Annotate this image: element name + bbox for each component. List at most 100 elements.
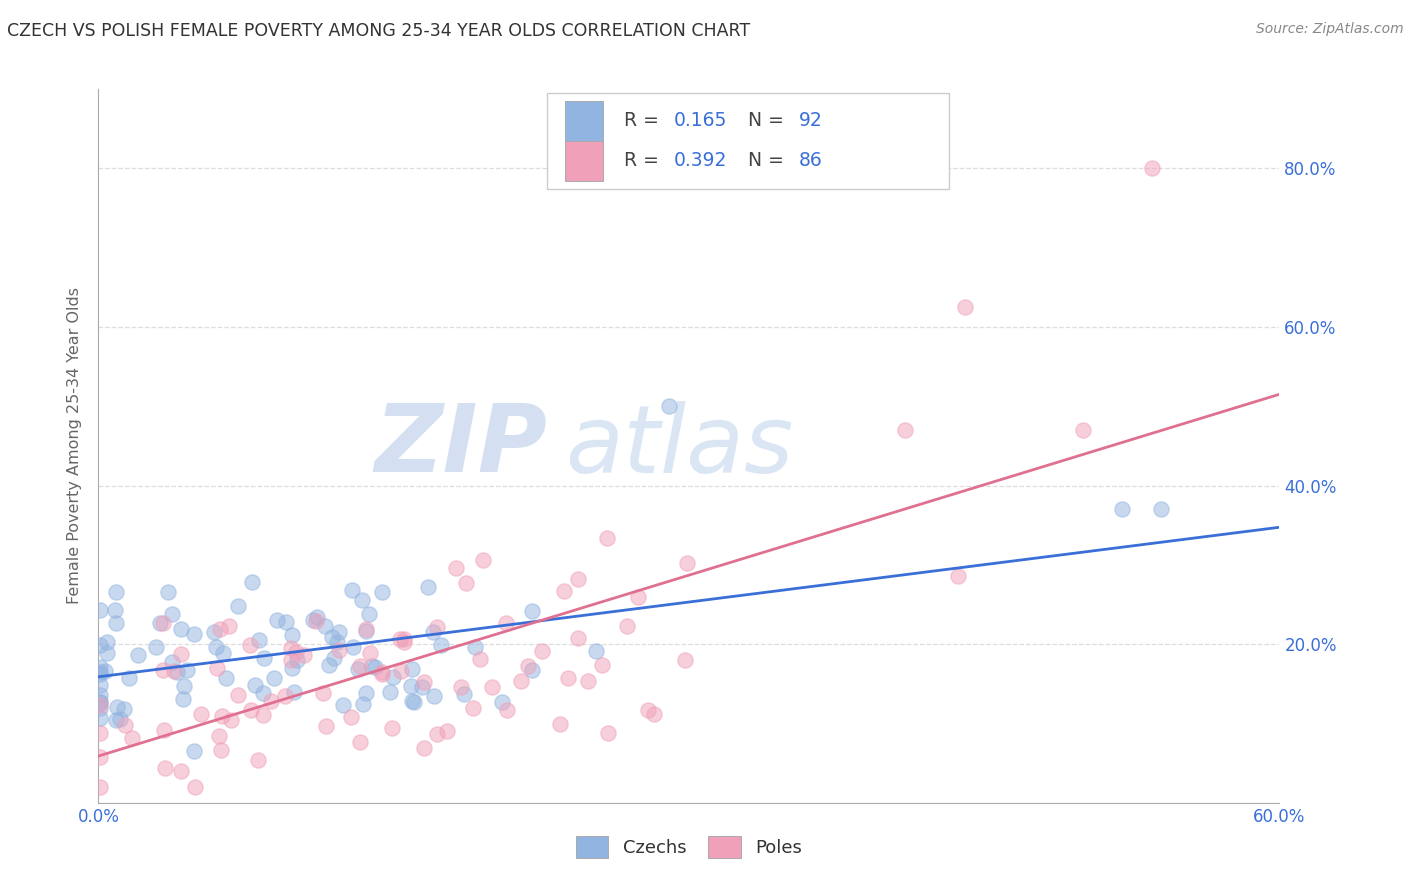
Point <box>464 640 486 654</box>
Point <box>364 660 387 674</box>
Point <box>104 585 127 599</box>
Point <box>328 625 350 640</box>
Point <box>392 635 415 649</box>
Point <box>315 719 337 733</box>
Point <box>121 731 143 745</box>
Point <box>89 711 111 725</box>
Point <box>495 616 517 631</box>
Point <box>676 556 699 570</box>
Point <box>184 780 207 794</box>
Point <box>211 709 233 723</box>
Point <box>162 665 184 679</box>
Point <box>509 673 531 688</box>
Point <box>522 664 544 678</box>
Point <box>567 572 589 586</box>
Point <box>160 607 183 621</box>
Point <box>643 706 665 721</box>
Point <box>228 599 250 614</box>
Point <box>218 619 240 633</box>
Point <box>311 685 333 699</box>
Point <box>332 698 354 712</box>
Point <box>302 613 325 627</box>
Point <box>281 628 304 642</box>
Point <box>1150 502 1173 516</box>
Point <box>280 653 302 667</box>
Point <box>953 300 976 314</box>
Point <box>491 696 513 710</box>
Point <box>280 640 302 655</box>
Point <box>173 679 195 693</box>
Point <box>152 663 174 677</box>
Point <box>240 575 263 590</box>
Text: R =: R = <box>624 152 665 170</box>
Point <box>471 553 494 567</box>
Point <box>183 744 205 758</box>
Point <box>89 726 111 740</box>
Point <box>389 632 412 646</box>
Point <box>205 640 228 654</box>
Point <box>89 665 111 679</box>
Point <box>89 698 111 712</box>
Point <box>340 710 363 724</box>
Point <box>381 670 404 684</box>
Text: 86: 86 <box>799 152 823 170</box>
Point <box>567 631 589 645</box>
Point <box>96 646 118 660</box>
Point <box>328 643 350 657</box>
Point <box>454 575 477 590</box>
Point <box>127 648 149 663</box>
Point <box>89 695 111 709</box>
Point <box>96 635 118 649</box>
Point <box>354 622 377 636</box>
Point <box>349 735 371 749</box>
Point <box>371 665 394 679</box>
Point <box>246 754 269 768</box>
Point <box>205 661 228 675</box>
Point <box>531 644 554 658</box>
Point <box>260 694 283 708</box>
Point <box>450 680 472 694</box>
Point <box>399 679 422 693</box>
Point <box>153 723 176 738</box>
Bar <box>565 102 603 141</box>
Point <box>516 658 538 673</box>
Point <box>481 680 503 694</box>
Point <box>215 671 238 685</box>
Point <box>283 685 305 699</box>
Point <box>211 646 233 660</box>
Point <box>149 615 172 630</box>
Point <box>112 701 135 715</box>
Point <box>166 665 188 679</box>
Point <box>401 662 423 676</box>
Point <box>416 581 439 595</box>
Point <box>370 667 392 681</box>
Point <box>209 622 232 636</box>
Point <box>1111 502 1133 516</box>
Point <box>347 662 370 676</box>
Point <box>361 659 384 673</box>
Text: 0.392: 0.392 <box>673 152 727 170</box>
Point <box>673 653 696 667</box>
Point <box>162 655 184 669</box>
Point <box>89 780 111 794</box>
Point <box>436 723 458 738</box>
Point <box>349 659 371 673</box>
Point <box>252 685 274 699</box>
Point <box>157 584 180 599</box>
Point <box>352 697 374 711</box>
Point <box>352 592 374 607</box>
Point <box>266 613 288 627</box>
Point <box>444 561 467 575</box>
Text: 0.165: 0.165 <box>673 112 727 130</box>
Point <box>598 725 620 739</box>
Point <box>104 602 127 616</box>
Point <box>228 688 250 702</box>
Point <box>322 651 344 665</box>
Point <box>249 632 271 647</box>
Point <box>342 640 364 654</box>
Point <box>356 624 378 638</box>
Legend: Czechs, Poles: Czechs, Poles <box>568 829 810 865</box>
Point <box>391 665 413 679</box>
Point <box>402 696 425 710</box>
Point <box>170 648 193 662</box>
